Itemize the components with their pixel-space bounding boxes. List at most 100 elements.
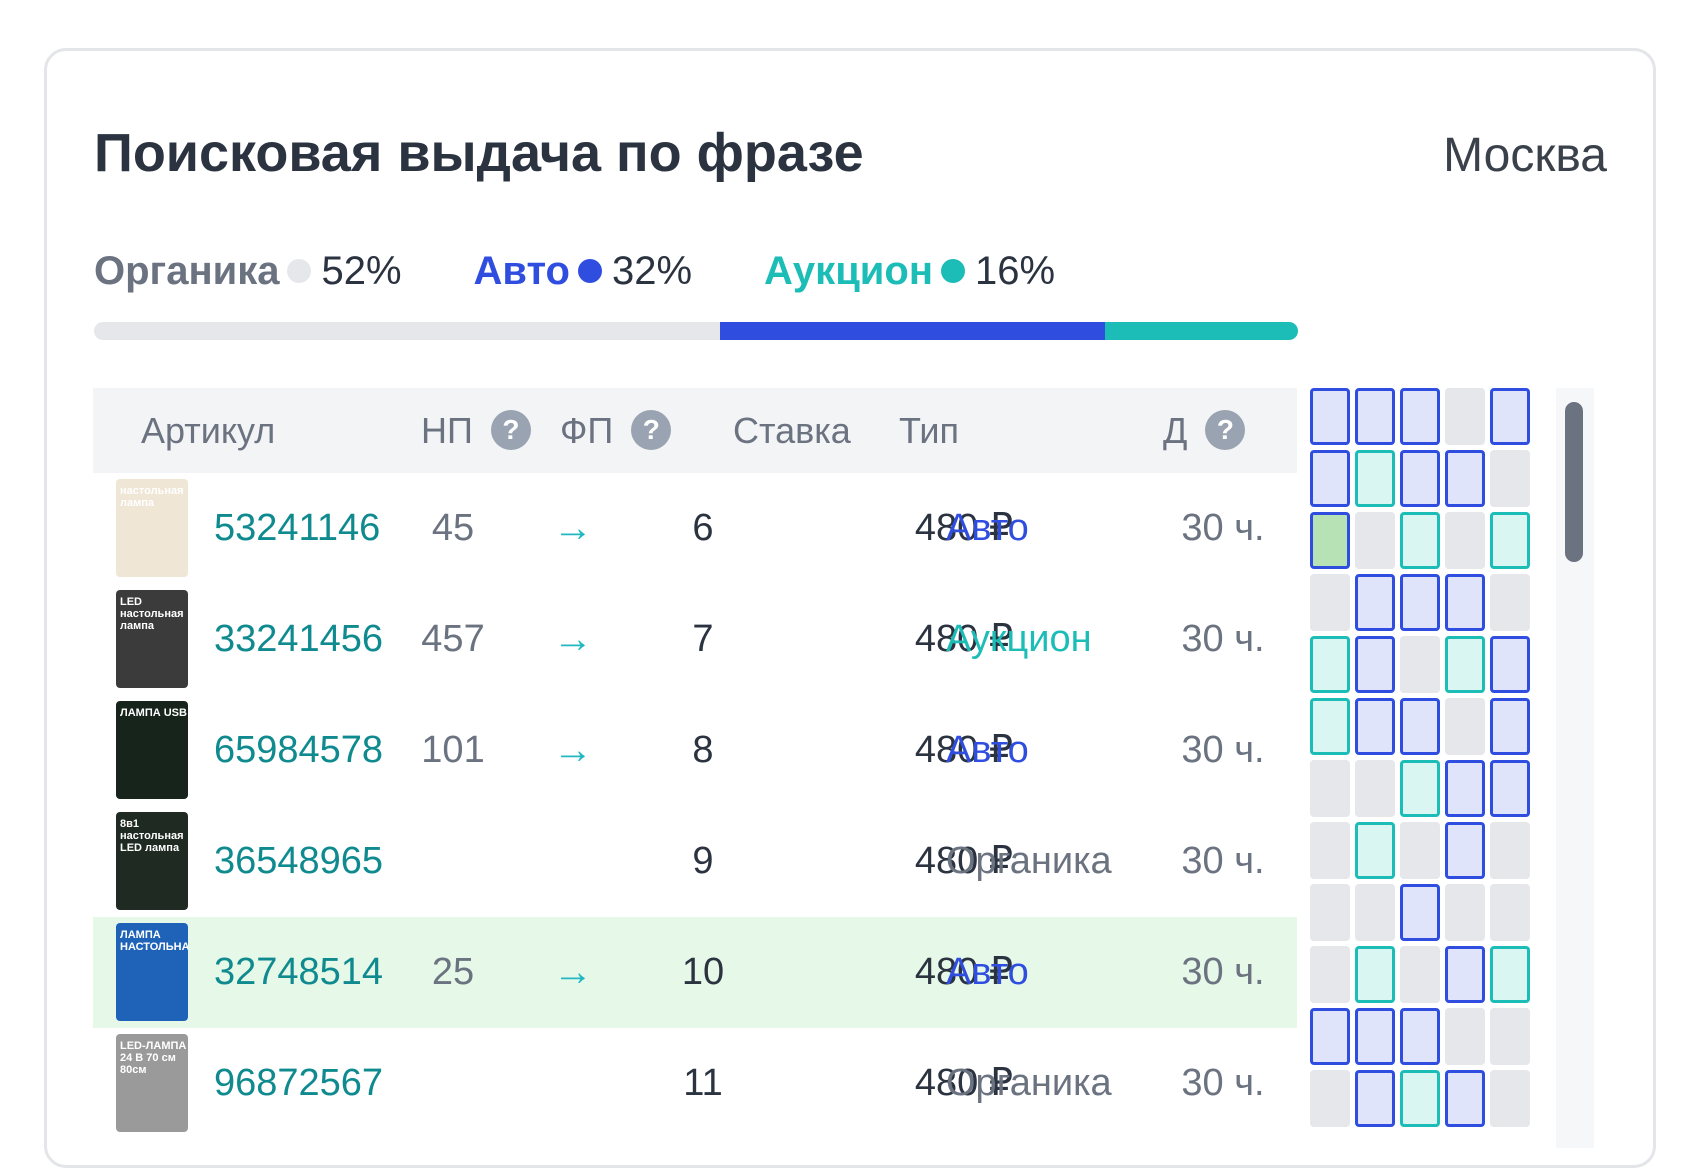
position-cell-auto[interactable] [1355,1008,1395,1065]
article-link[interactable]: 96872567 [214,1062,384,1104]
np-help-icon[interactable]: ? [490,410,531,451]
thumbnail-caption: ЛАМПА USB [120,707,187,719]
position-cell-auto[interactable] [1355,388,1395,445]
position-cell-auto[interactable] [1445,450,1485,507]
position-cell-organic[interactable] [1445,698,1485,755]
column-header-article[interactable]: Артикул [141,410,276,451]
position-cell-auto[interactable] [1355,698,1395,755]
position-cell-auction[interactable] [1400,1070,1440,1127]
position-cell-organic[interactable] [1400,636,1440,693]
table-row[interactable]: LED настольная лампа 33241456 457 → 7 480 ₽ Ау… [93,584,1297,695]
position-cell-organic[interactable] [1490,450,1530,507]
table-header: Артикул НП? ФП? Ставка Тип Д? [93,388,1297,473]
position-cell-organic[interactable] [1355,760,1395,817]
position-cell-auto[interactable] [1400,388,1440,445]
position-cell-auto[interactable] [1310,388,1350,445]
fp-help-icon[interactable]: ? [631,410,672,451]
fp-value: 7 [692,618,714,660]
position-cell-auto[interactable] [1445,946,1485,1003]
position-cell-auction[interactable] [1445,636,1485,693]
position-cell-auto[interactable] [1355,574,1395,631]
position-cell-auto[interactable] [1490,636,1530,693]
position-cell-auto[interactable] [1400,450,1440,507]
product-thumbnail[interactable]: ЛАМПА USB [116,701,188,799]
position-cell-organic[interactable] [1355,884,1395,941]
np-value: 45 [431,507,475,549]
position-cell-auction[interactable] [1355,822,1395,879]
position-cell-auto[interactable] [1400,884,1440,941]
position-cell-organic[interactable] [1310,1070,1350,1127]
position-cell-organic[interactable] [1310,760,1350,817]
product-thumbnail[interactable]: ЛАМПА НАСТОЛЬНАЯ [116,923,188,1021]
article-link[interactable]: 65984578 [214,729,384,771]
article-link[interactable]: 53241146 [214,507,381,549]
position-cell-auction[interactable] [1355,946,1395,1003]
position-cell-auto[interactable] [1355,636,1395,693]
table-row[interactable]: ЛАМПА USB 65984578 101 → 8 480 ₽ Авто 30 ч. [93,695,1297,806]
position-cell-auto[interactable] [1400,574,1440,631]
position-cell-auto[interactable] [1490,698,1530,755]
d-help-icon[interactable]: ? [1205,410,1246,451]
position-cell-auto[interactable] [1445,760,1485,817]
position-cell-auto[interactable] [1400,698,1440,755]
table-row[interactable]: 8в1 настольная LED лампа 36548965 9 480 ₽ Ор… [93,806,1297,917]
thumbnail-image [116,1034,188,1132]
article-link[interactable]: 33241456 [214,618,384,660]
position-cell-auto[interactable] [1310,1008,1350,1065]
bid-value: 480 ₽ [914,507,1013,549]
position-cell-organic[interactable] [1310,946,1350,1003]
position-cell-auto[interactable] [1310,450,1350,507]
column-header-d[interactable]: Д? [1163,388,1246,473]
position-cell-auction[interactable] [1490,512,1530,569]
position-cell-organic[interactable] [1310,574,1350,631]
column-header-np[interactable]: НП? [421,388,531,473]
position-cell-auto[interactable] [1490,760,1530,817]
position-cell-auto[interactable] [1355,1070,1395,1127]
position-cell-organic[interactable] [1400,946,1440,1003]
position-cell-auction[interactable] [1310,636,1350,693]
column-header-type[interactable]: Тип [899,410,960,451]
d-value: 30 ч. [1181,618,1265,660]
table-row[interactable]: настольная лампа 53241146 45 → 6 480 ₽ Авто 30 … [93,473,1297,584]
position-cell-auto[interactable] [1445,574,1485,631]
fp-value: 6 [692,507,714,549]
product-thumbnail[interactable]: 8в1 настольная LED лампа [116,812,188,910]
product-thumbnail[interactable]: LED-ЛАМПА 24 В 70 см 80см [116,1034,188,1132]
position-cell-organic[interactable] [1490,574,1530,631]
position-cell-auto[interactable] [1490,388,1530,445]
column-header-bid[interactable]: Ставка [733,410,851,451]
position-cell-auction[interactable] [1310,698,1350,755]
position-cell-auction[interactable] [1490,946,1530,1003]
article-link[interactable]: 36548965 [214,840,384,882]
position-cell-auto[interactable] [1445,1070,1485,1127]
position-cell-organic[interactable] [1490,884,1530,941]
position-cell-current[interactable] [1310,512,1350,569]
position-cell-organic[interactable] [1355,512,1395,569]
product-thumbnail[interactable]: настольная лампа [116,479,188,577]
position-cell-organic[interactable] [1445,512,1485,569]
region-selector[interactable]: Москва [1443,129,1607,182]
position-cell-organic[interactable] [1310,884,1350,941]
position-cell-auction[interactable] [1355,450,1395,507]
position-cell-organic[interactable] [1445,1008,1485,1065]
product-thumbnail[interactable]: LED настольная лампа [116,590,188,688]
position-cell-auto[interactable] [1445,822,1485,879]
type-value: Авто [946,729,1029,771]
position-cell-organic[interactable] [1445,884,1485,941]
table-row[interactable]: LED-ЛАМПА 24 В 70 см 80см 96872567 11 480 ₽… [93,1028,1297,1139]
position-cell-auction[interactable] [1400,512,1440,569]
column-header-fp[interactable]: ФП? [560,388,672,473]
article-link[interactable]: 32748514 [214,951,384,993]
page-title: Поисковая выдача по фразе [94,123,864,183]
table-row[interactable]: ЛАМПА НАСТОЛЬНАЯ 32748514 25 → 10 480 ₽Авто 30… [93,917,1297,1028]
position-cell-organic[interactable] [1400,822,1440,879]
fp-value: 11 [683,1062,723,1104]
position-cell-auto[interactable] [1400,1008,1440,1065]
position-cell-organic[interactable] [1490,822,1530,879]
position-cell-organic[interactable] [1445,388,1485,445]
position-cell-auction[interactable] [1400,760,1440,817]
position-cell-organic[interactable] [1490,1008,1530,1065]
position-cell-organic[interactable] [1310,822,1350,879]
position-cell-organic[interactable] [1490,1070,1530,1127]
scrollbar-thumb[interactable] [1565,402,1583,562]
